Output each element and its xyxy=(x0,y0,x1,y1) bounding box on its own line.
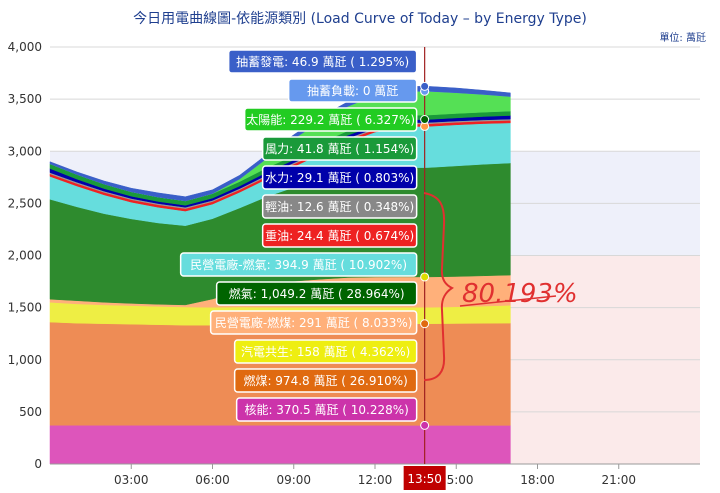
tooltip-label: 抽蓄發電: 46.9 萬瓩 ( 1.295%) xyxy=(236,54,409,69)
x-tick-label: 21:00 xyxy=(601,473,636,487)
cursor-marker xyxy=(420,272,430,282)
tooltip-box xyxy=(209,310,418,335)
tooltip-box xyxy=(261,194,418,219)
tooltip-label: 水力: 29.1 萬瓩 ( 0.803%) xyxy=(265,171,414,185)
tooltip-box xyxy=(227,49,418,74)
area-series xyxy=(49,425,511,465)
y-tick-label: 2,500 xyxy=(8,196,42,210)
tooltip-box xyxy=(215,281,418,306)
cursor-marker xyxy=(420,420,430,430)
cursor-time-box xyxy=(403,466,446,490)
y-tick-label: 3,500 xyxy=(8,92,42,106)
tooltip-box xyxy=(261,136,418,161)
tooltip-box xyxy=(243,107,418,132)
cursor-marker xyxy=(420,319,430,329)
x-tick-label: 09:00 xyxy=(276,473,311,487)
unit-label: 單位: 萬瓩 xyxy=(659,33,706,44)
tooltip-box xyxy=(287,78,418,103)
cursor-time-label: 13:50 xyxy=(407,472,442,486)
cursor-marker xyxy=(420,115,430,125)
y-tick-label: 4,000 xyxy=(8,40,42,54)
tooltip-label: 燃煤: 974.8 萬瓩 ( 26.910%) xyxy=(243,373,407,388)
y-tick-label: 0 xyxy=(34,457,42,471)
tooltip-label: 核能: 370.5 萬瓩 ( 10.228%) xyxy=(244,403,408,417)
annotation-brace xyxy=(423,192,454,381)
y-tick-label: 1,000 xyxy=(8,353,42,367)
tooltip-label: 風力: 41.8 萬瓩 ( 1.154%) xyxy=(265,142,414,156)
cursor-marker xyxy=(420,81,430,91)
area-series xyxy=(49,86,511,202)
tooltip-label: 民營電廠-燃氣: 394.9 萬瓩 ( 10.902%) xyxy=(190,257,407,272)
tooltip-box xyxy=(233,339,418,364)
tooltip-label: 太陽能: 229.2 萬瓩 ( 6.327%) xyxy=(246,112,415,127)
y-tick-label: 1,500 xyxy=(8,301,42,315)
tooltip-box xyxy=(179,252,418,277)
tooltip-label: 汽電共生: 158 萬瓩 ( 4.362%) xyxy=(241,344,410,359)
tooltip-box xyxy=(261,165,418,190)
tooltip-label: 重油: 24.4 萬瓩 ( 0.674%) xyxy=(265,229,414,243)
y-tick-label: 2,000 xyxy=(8,249,42,263)
x-tick-label: 18:00 xyxy=(520,473,555,487)
tooltip-box xyxy=(261,223,418,248)
y-tick-label: 3,000 xyxy=(8,144,42,158)
x-tick-label: 03:00 xyxy=(114,473,149,487)
x-tick-label: 12:00 xyxy=(358,473,393,487)
tooltip-label: 抽蓄負載: 0 萬瓩 xyxy=(307,84,398,98)
tooltip-label: 輕油: 12.6 萬瓩 ( 0.348%) xyxy=(265,200,414,214)
x-tick-label: 15:00 xyxy=(439,473,474,487)
y-tick-label: 500 xyxy=(19,405,42,419)
annotation-underline xyxy=(459,295,557,307)
tooltip-box xyxy=(235,397,418,422)
x-tick-label: 06:00 xyxy=(195,473,230,487)
chart-title: 今日用電曲線圖-依能源類別 (Load Curve of Today – by … xyxy=(133,11,587,27)
tooltip-box xyxy=(233,368,418,393)
tooltip-label: 民營電廠-燃煤: 291 萬瓩 ( 8.033%) xyxy=(215,315,413,330)
tooltip-label: 燃氣: 1,049.2 萬瓩 ( 28.964%) xyxy=(229,286,405,301)
